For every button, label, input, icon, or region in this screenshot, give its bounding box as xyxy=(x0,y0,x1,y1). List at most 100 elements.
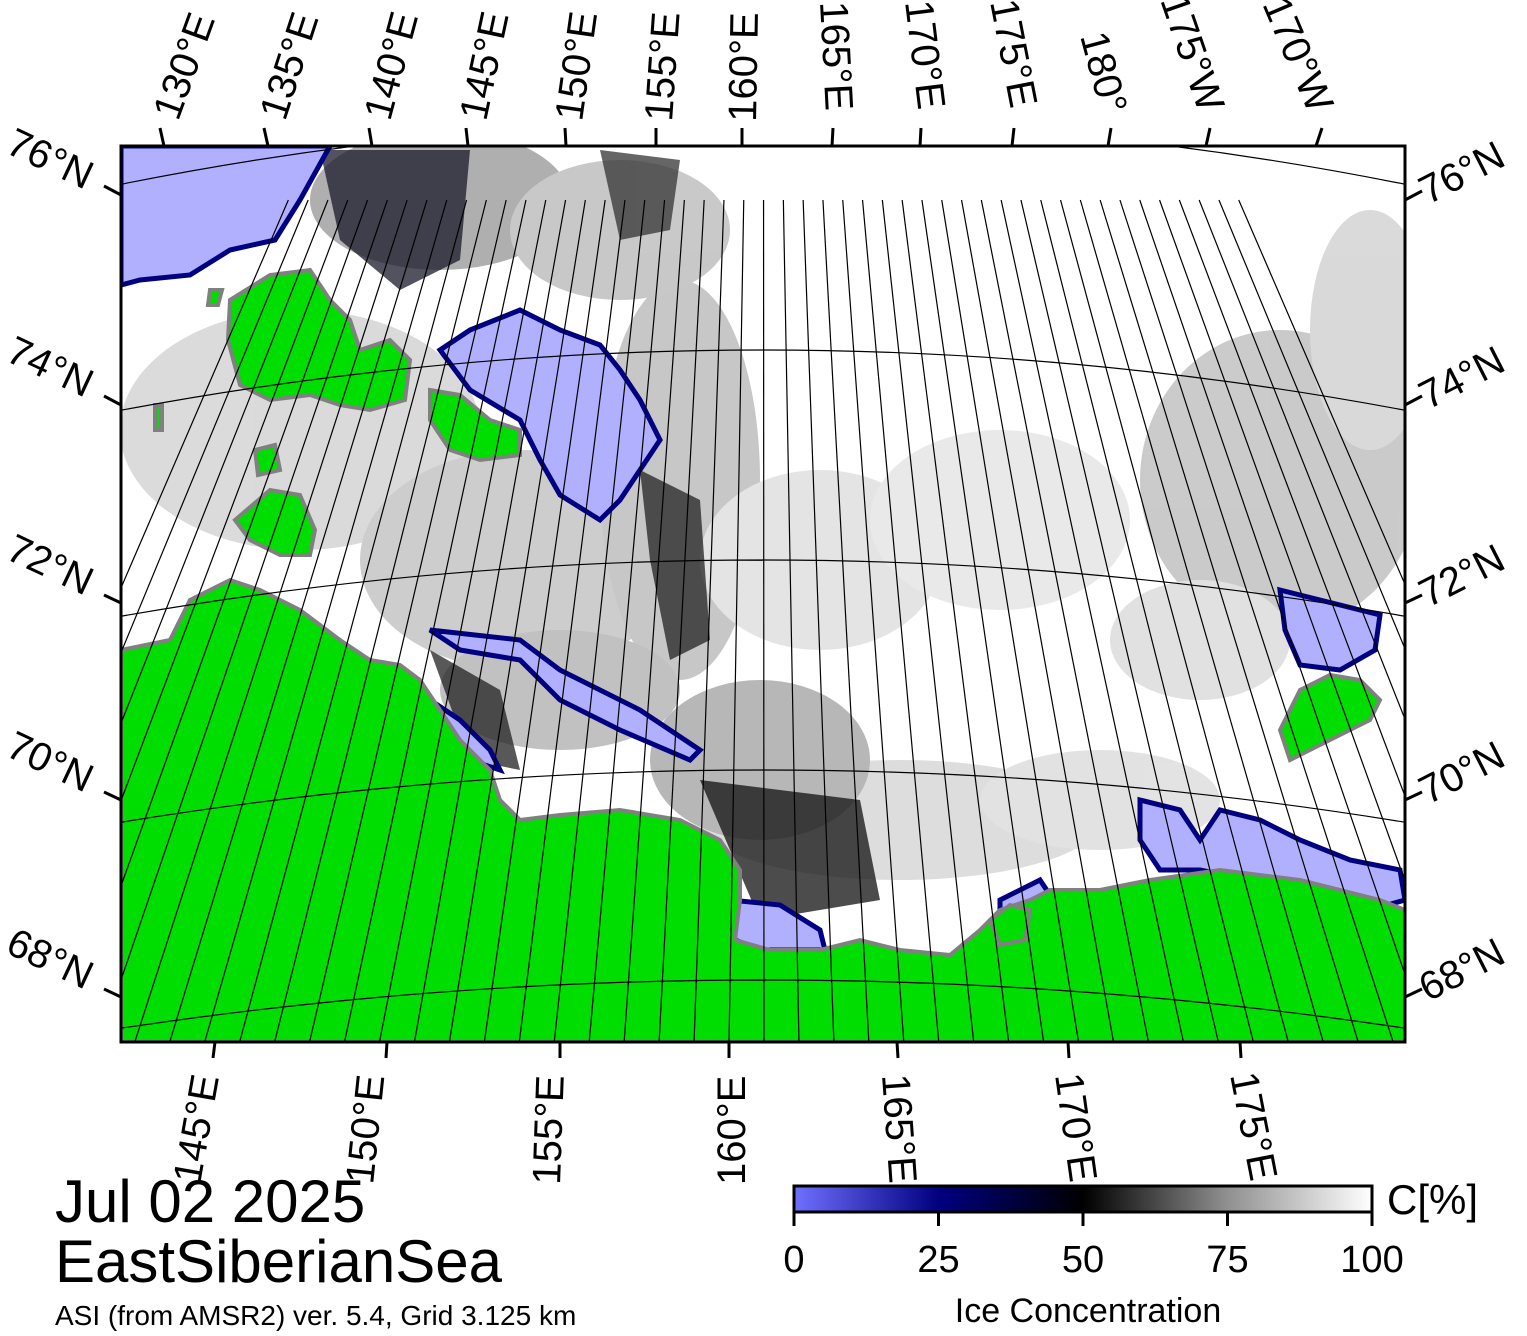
meridian-line xyxy=(658,199,705,1042)
meridian-line xyxy=(1238,199,1405,586)
meridian-line xyxy=(1079,199,1324,1042)
meridians xyxy=(121,199,1405,1042)
meridian-line xyxy=(1139,199,1405,977)
meridian-line xyxy=(861,199,940,1042)
meridian-line xyxy=(169,199,428,1042)
colorbar-title: Ice Concentration xyxy=(955,1292,1222,1330)
meridian-line xyxy=(802,199,835,1042)
meridian-line xyxy=(553,199,646,1042)
top-lon-label: 170°E xyxy=(896,0,953,112)
colorbar-gradient xyxy=(792,1184,1374,1214)
top-lon-label: 135°E xyxy=(252,7,328,125)
right-lat-label: 72°N xyxy=(1412,536,1512,616)
top-lon-label: 165°E xyxy=(811,0,861,112)
meridian-line xyxy=(1059,199,1289,1042)
meridian-line xyxy=(1119,199,1394,1042)
meridian-line xyxy=(901,199,1010,1042)
meridian-line xyxy=(1218,199,1405,651)
axis-ticks xyxy=(103,127,1423,1059)
meridian-line xyxy=(1099,199,1359,1042)
colorbar-unit: C[%] xyxy=(1387,1176,1478,1223)
colorbar-tick-label: 75 xyxy=(1206,1239,1248,1281)
meridian-line xyxy=(121,199,289,590)
meridian-line xyxy=(1158,199,1405,883)
meridian-line xyxy=(822,199,870,1042)
meridian-line xyxy=(121,199,369,888)
colorbar-tick-label: 25 xyxy=(917,1239,959,1281)
meridian-line xyxy=(121,199,388,982)
top-lon-label: 175°W xyxy=(1151,0,1232,117)
meridian-line xyxy=(121,199,329,725)
meridian-line xyxy=(881,199,975,1042)
right-lat-label: 70°N xyxy=(1412,733,1512,813)
meridian-line xyxy=(343,199,527,1042)
top-lon-label: 150°E xyxy=(547,9,606,123)
meridian-line xyxy=(1020,199,1220,1042)
top-lon-label: 130°E xyxy=(145,7,224,125)
left-lat-label: 70°N xyxy=(0,723,100,801)
meridian-line xyxy=(483,199,606,1042)
data-source: ASI (from AMSR2) ver. 5.4, Grid 3.125 km xyxy=(55,1300,577,1331)
meridian-line xyxy=(980,199,1150,1042)
right-latitude-labels: 76°N 74°N 72°N 70°N 68°N xyxy=(1412,133,1512,1010)
meridian-line xyxy=(921,199,1045,1042)
map-frame-content xyxy=(121,146,1405,1042)
map-date: Jul 02 2025 xyxy=(55,1168,366,1235)
top-lon-label: 140°E xyxy=(356,7,427,124)
top-lon-label: 170°W xyxy=(1254,0,1342,119)
meridian-line xyxy=(448,199,586,1042)
bottom-lon-label: 155°E xyxy=(525,1074,573,1185)
meridian-line xyxy=(378,199,547,1042)
right-lat-label: 76°N xyxy=(1412,133,1512,213)
meridian-line xyxy=(1040,199,1254,1042)
meridian-line xyxy=(121,199,349,803)
colorbar-ticks xyxy=(792,1212,1374,1226)
bottom-longitude-labels: 145°E 150°E 155°E 160°E 165°E 170°E 175°… xyxy=(166,1068,1286,1186)
map-border xyxy=(119,144,1407,1044)
graticule xyxy=(121,146,1405,1029)
colorbar: 0 25 50 75 100 C[%] Ice Concentration xyxy=(783,1176,1478,1330)
top-longitude-labels: 130°E 135°E 140°E 145°E 150°E 155°E 160°… xyxy=(145,0,1341,125)
meridian-line xyxy=(842,199,905,1042)
meridian-line xyxy=(941,199,1080,1042)
meridian-line xyxy=(239,199,468,1042)
bottom-lon-label: 175°E xyxy=(1221,1068,1285,1184)
meridian-line xyxy=(1198,199,1405,721)
meridian-line xyxy=(308,199,507,1042)
meridian-line xyxy=(960,199,1115,1042)
meridian-line xyxy=(693,199,725,1042)
meridian-line xyxy=(1000,199,1185,1042)
left-latitude-labels: 76°N 74°N 72°N 70°N 68°N xyxy=(0,120,100,998)
bottom-lon-label: 160°E xyxy=(710,1076,754,1185)
low-concentration-ice xyxy=(320,150,880,920)
meridian-line xyxy=(1178,199,1405,798)
bottom-lon-label: 170°E xyxy=(1046,1070,1105,1184)
right-lat-label: 74°N xyxy=(1412,338,1512,418)
colorbar-tick-label: 0 xyxy=(783,1239,804,1281)
left-lat-label: 72°N xyxy=(0,526,100,604)
left-lat-label: 76°N xyxy=(0,120,100,198)
top-lon-label: 175°E xyxy=(981,0,1045,111)
meridian-line xyxy=(588,199,666,1042)
top-lon-label: 160°E xyxy=(721,12,767,122)
left-lat-label: 74°N xyxy=(0,328,100,406)
meridian-line xyxy=(728,199,745,1042)
top-lon-label: 145°E xyxy=(452,8,518,124)
meridian-line xyxy=(204,199,448,1042)
colorbar-tick-label: 100 xyxy=(1340,1239,1403,1281)
meridian-line xyxy=(413,199,567,1042)
meridian-line xyxy=(273,199,487,1042)
top-lon-label: 155°E xyxy=(637,10,689,122)
land xyxy=(121,267,1405,1042)
left-lat-label: 68°N xyxy=(0,920,100,998)
meridian-line xyxy=(782,199,800,1042)
bottom-lon-label: 165°E xyxy=(873,1073,925,1185)
colorbar-tick-label: 50 xyxy=(1062,1239,1104,1281)
meridian-line xyxy=(518,199,626,1042)
top-lon-label: 180° xyxy=(1071,27,1135,118)
map-region: EastSiberianSea xyxy=(55,1228,502,1295)
right-lat-label: 68°N xyxy=(1412,930,1512,1010)
meridian-line xyxy=(134,199,408,1042)
meridian-line xyxy=(623,199,685,1042)
